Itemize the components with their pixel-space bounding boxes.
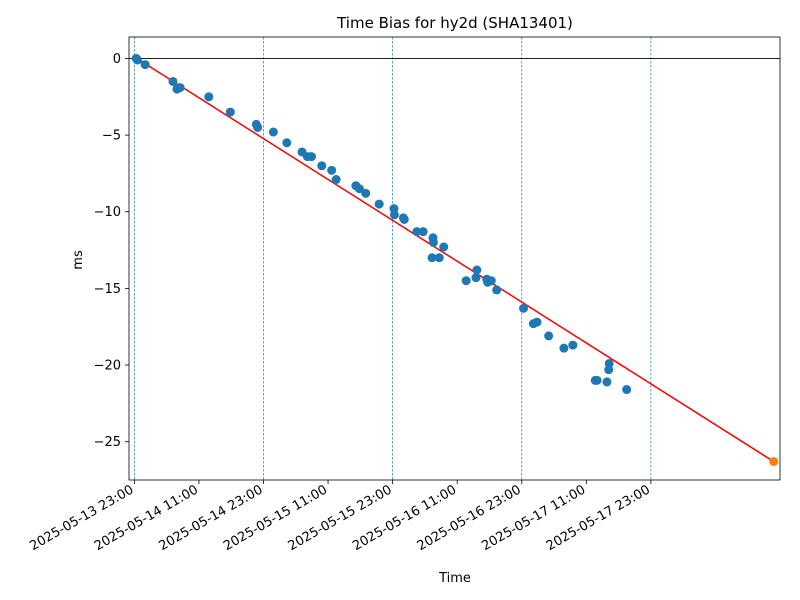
data-point: [461, 276, 471, 286]
data-point: [492, 285, 502, 295]
data-point: [544, 331, 554, 341]
data-point: [327, 165, 337, 175]
data-point: [354, 184, 364, 194]
data-point: [306, 152, 316, 162]
linear-fit-line: [133, 56, 775, 463]
data-point: [428, 237, 438, 247]
data-point: [225, 107, 235, 117]
data-point: [418, 227, 428, 237]
data-point: [434, 253, 444, 263]
data-point: [253, 122, 263, 132]
data-point: [317, 161, 327, 171]
data-point: [427, 253, 437, 263]
data-point: [439, 242, 449, 252]
data-point: [622, 385, 632, 395]
x-axis-label: Time: [438, 571, 471, 586]
data-point: [175, 83, 185, 93]
data-point: [389, 210, 399, 220]
chart-title: Time Bias for hy2d (SHA13401): [336, 14, 573, 32]
data-point: [486, 276, 496, 286]
data-point: [559, 343, 569, 353]
data-point: [472, 265, 482, 275]
data-point: [268, 127, 278, 137]
data-point: [592, 375, 602, 385]
data-point: [604, 359, 614, 369]
data-point: [519, 303, 529, 313]
data-point: [140, 60, 150, 70]
data-point: [133, 55, 143, 65]
y-tick-label: −15: [94, 282, 121, 297]
y-tick-label: −10: [94, 205, 121, 220]
data-point: [168, 76, 178, 86]
x-tick-label: 2025-05-13 23:00: [27, 482, 136, 554]
data-point: [568, 340, 578, 350]
plot-frame: [128, 36, 781, 481]
y-tick-label: −25: [94, 435, 121, 450]
data-point: [532, 317, 542, 327]
data-point: [602, 377, 612, 387]
data-point: [399, 214, 409, 224]
plot-background: [129, 37, 780, 480]
data-point: [331, 175, 341, 185]
predicted-point: [769, 457, 779, 467]
data-point: [374, 199, 384, 209]
data-point: [282, 138, 292, 148]
plot-area: [128, 36, 781, 481]
y-axis: 0 −5 −10 −15 −20 −25: [94, 52, 129, 450]
data-point: [204, 92, 214, 102]
data-point: [471, 273, 481, 283]
y-axis-label: ms: [71, 250, 86, 270]
y-tick-label: −20: [94, 359, 121, 374]
data-point: [412, 227, 422, 237]
y-tick-label: 0: [113, 52, 121, 67]
y-tick-label: −5: [102, 129, 121, 144]
data-point: [361, 188, 371, 198]
